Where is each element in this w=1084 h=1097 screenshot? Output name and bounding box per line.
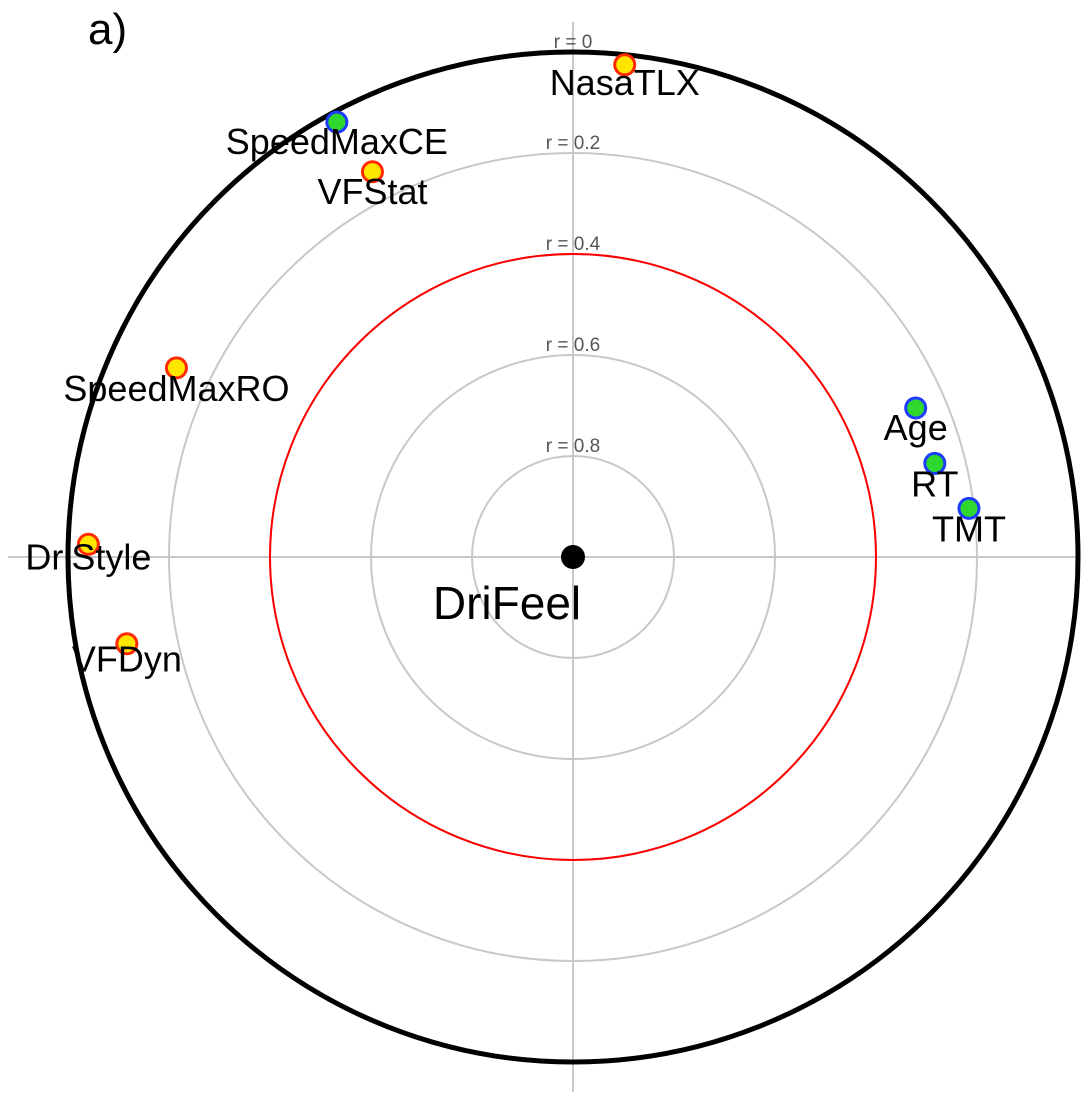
panel-label: a) xyxy=(88,5,128,54)
ring-label: r = 0 xyxy=(554,32,593,53)
data-point xyxy=(360,160,384,184)
center-layer: DriFeel xyxy=(433,545,585,629)
data-point xyxy=(76,532,100,556)
data-point-label: VFStat xyxy=(317,171,427,212)
data-point-label: RT xyxy=(911,463,958,504)
data-point xyxy=(904,396,928,420)
data-point xyxy=(164,356,188,380)
ring-labels-layer: r = 0 r = 0.2 r = 0.4 r = 0.6 r = 0.8 xyxy=(546,32,601,457)
grid-ring xyxy=(370,354,776,760)
points-layer xyxy=(76,53,981,656)
data-point-label: SpeedMaxCE xyxy=(226,121,448,162)
significance-threshold-ring xyxy=(269,253,877,861)
outer-layer xyxy=(65,49,1081,1065)
data-point-label: DriStyle xyxy=(25,536,151,577)
center-dot xyxy=(561,545,585,569)
grid-ring xyxy=(471,455,675,659)
data-point xyxy=(957,496,981,520)
ring-label: r = 0.4 xyxy=(546,234,601,255)
data-point-label: TMT xyxy=(932,508,1006,549)
outer-circle xyxy=(65,49,1081,1065)
data-point xyxy=(613,53,637,77)
ring-label: r = 0.6 xyxy=(546,335,600,356)
ring-label: r = 0.2 xyxy=(546,133,600,154)
grid-ring xyxy=(168,152,978,962)
data-point xyxy=(325,110,349,134)
data-point-label: SpeedMaxRO xyxy=(63,368,289,409)
threshold-layer xyxy=(269,253,877,861)
data-point-label: NasaTLX xyxy=(550,62,700,103)
data-point-label: Age xyxy=(884,407,948,448)
data-point xyxy=(923,451,947,475)
ring-label: r = 0.8 xyxy=(546,436,600,457)
data-point-label: VFDyn xyxy=(72,639,182,680)
data-point xyxy=(115,632,139,656)
center-label: DriFeel xyxy=(433,577,581,629)
